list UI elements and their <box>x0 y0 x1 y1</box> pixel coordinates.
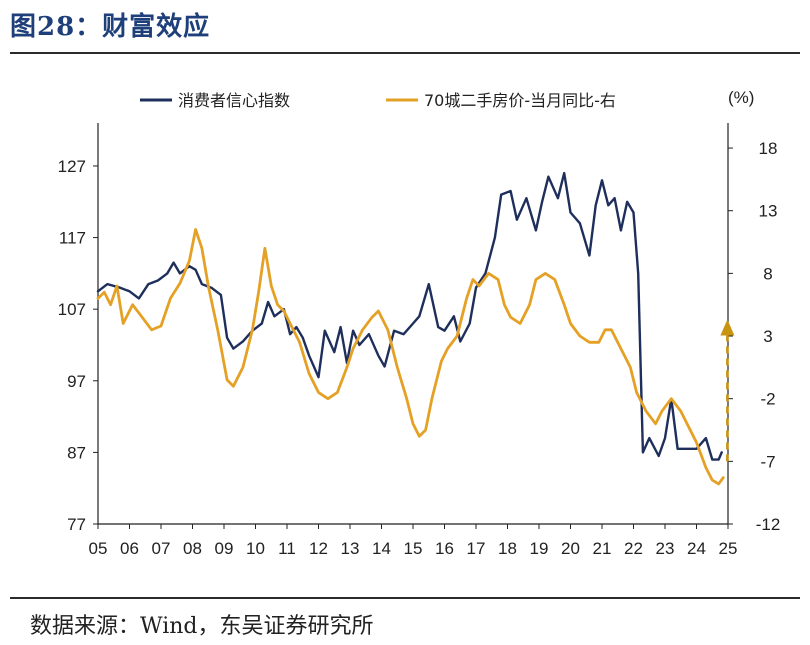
right-tick-label: -2 <box>760 390 775 409</box>
chart-title: 图28：财富效应 <box>10 12 211 42</box>
chart-area: 消费者信心指数 70城二手房价-当月同比-右 (%) 77 87 97 107 117 1… <box>58 88 781 558</box>
x-tick-label: 07 <box>152 539 171 558</box>
x-tick-label: 13 <box>341 539 360 558</box>
x-tick-label: 12 <box>309 539 328 558</box>
left-tick-label: 97 <box>67 372 86 391</box>
x-tick-label: 09 <box>215 539 234 558</box>
right-tick-label: -12 <box>756 515 781 534</box>
trend-arrow-head <box>720 319 735 336</box>
x-tick-label: 16 <box>435 539 454 558</box>
series-group <box>96 171 735 486</box>
legend-label-housing-price: 70城二手房价-当月同比-右 <box>424 91 616 110</box>
x-tick-label: 20 <box>561 539 580 558</box>
x-tick-label: 10 <box>246 539 265 558</box>
x-tick-label: 08 <box>183 539 202 558</box>
right-tick-label: 3 <box>763 327 772 346</box>
right-tick-label: 18 <box>759 139 778 158</box>
series-line-housing-price <box>96 228 725 486</box>
x-tick-label: 23 <box>656 539 675 558</box>
left-tick-label: 107 <box>58 300 86 319</box>
source-divider <box>10 597 800 599</box>
chart-legend: 消费者信心指数 70城二手房价-当月同比-右 <box>140 91 616 110</box>
left-tick-label: 87 <box>67 443 86 462</box>
axes-group: 77 87 97 107 117 127 -12 -7 -2 3 8 13 18 05 06 07 08 09 10… <box>58 123 781 558</box>
x-tick-label: 25 <box>719 539 738 558</box>
x-tick-label: 19 <box>530 539 549 558</box>
left-tick-label: 117 <box>59 229 86 248</box>
x-tick-label: 06 <box>120 539 139 558</box>
left-tick-label: 77 <box>67 515 86 534</box>
right-tick-label: 8 <box>763 264 772 283</box>
x-tick-label: 15 <box>404 539 423 558</box>
series-line-consumer-confidence <box>96 171 723 461</box>
source-note: 数据来源：Wind，东吴证券研究所 <box>30 614 374 639</box>
x-tick-label: 05 <box>89 539 108 558</box>
left-tick-label: 127 <box>58 157 86 176</box>
right-tick-label: 13 <box>759 202 778 221</box>
x-tick-label: 24 <box>687 539 706 558</box>
x-tick-label: 17 <box>467 539 486 558</box>
right-axis-unit: (%) <box>728 88 754 107</box>
x-tick-label: 22 <box>624 539 643 558</box>
right-tick-label: -7 <box>760 452 775 471</box>
x-tick-label: 11 <box>278 539 296 558</box>
title-divider <box>10 52 800 54</box>
x-tick-label: 21 <box>593 539 612 558</box>
x-tick-label: 14 <box>372 539 391 558</box>
x-tick-label: 18 <box>498 539 517 558</box>
legend-label-consumer-confidence: 消费者信心指数 <box>178 91 290 110</box>
